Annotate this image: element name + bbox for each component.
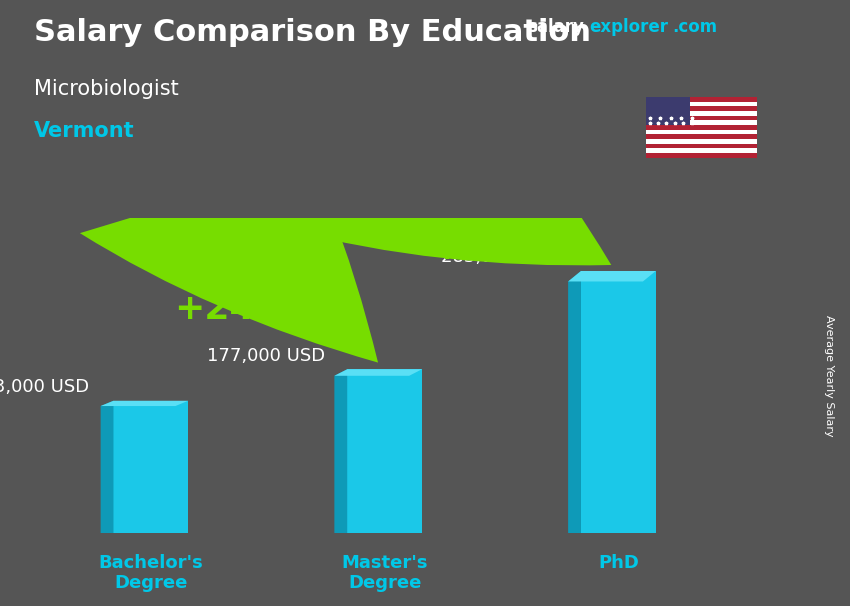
Bar	[646, 135, 756, 139]
Bar	[646, 153, 756, 158]
Bar	[646, 97, 690, 125]
Bar	[347, 369, 422, 533]
Text: 143,000 USD: 143,000 USD	[0, 378, 89, 396]
Bar	[581, 271, 655, 533]
Text: Bachelor's
Degree: Bachelor's Degree	[99, 554, 203, 593]
Polygon shape	[100, 401, 113, 533]
Text: Vermont: Vermont	[34, 121, 134, 141]
Bar	[646, 102, 756, 106]
Bar	[646, 106, 756, 111]
Text: .com: .com	[672, 18, 717, 36]
Polygon shape	[568, 271, 581, 533]
Bar	[646, 125, 756, 130]
Bar	[646, 139, 756, 144]
FancyArrowPatch shape	[80, 60, 378, 362]
Text: +24%: +24%	[174, 291, 291, 325]
Text: PhD: PhD	[598, 554, 639, 571]
Bar	[646, 120, 756, 125]
Text: salary: salary	[527, 18, 584, 36]
Text: Salary Comparison By Education: Salary Comparison By Education	[34, 18, 591, 47]
Text: 283,000 USD: 283,000 USD	[440, 248, 558, 267]
Text: Microbiologist: Microbiologist	[34, 79, 178, 99]
Bar	[113, 401, 188, 533]
Text: explorer: explorer	[589, 18, 668, 36]
Bar	[646, 144, 756, 148]
Bar	[646, 130, 756, 135]
Bar	[646, 116, 756, 120]
Bar	[646, 111, 756, 116]
Polygon shape	[334, 369, 422, 376]
Text: 177,000 USD: 177,000 USD	[207, 347, 325, 365]
Bar	[646, 97, 756, 102]
FancyArrowPatch shape	[288, 10, 611, 265]
Polygon shape	[334, 369, 347, 533]
Polygon shape	[100, 401, 188, 406]
Text: Master's
Degree: Master's Degree	[342, 554, 428, 593]
Bar	[646, 148, 756, 153]
Text: +60%: +60%	[432, 231, 548, 266]
Text: Average Yearly Salary: Average Yearly Salary	[824, 315, 834, 436]
Polygon shape	[568, 271, 655, 281]
